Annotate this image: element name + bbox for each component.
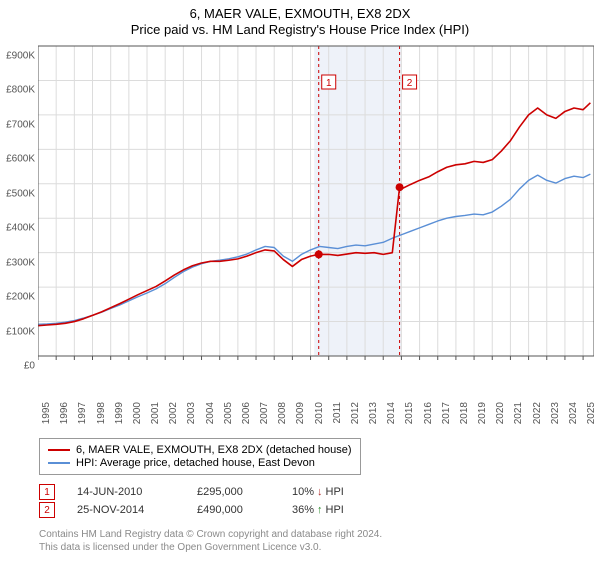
x-tick-label: 1998: [96, 402, 107, 424]
x-tick-label: 2016: [423, 402, 434, 424]
y-tick-label: £400K: [6, 223, 35, 234]
y-tick-label: £500K: [6, 188, 35, 199]
x-tick-label: 2025: [586, 402, 597, 424]
x-tick-label: 2012: [350, 402, 361, 424]
x-tick-label: 2011: [332, 402, 343, 424]
x-tick-label: 2021: [513, 402, 524, 424]
y-tick-label: £0: [24, 361, 35, 372]
x-tick-label: 2004: [205, 402, 216, 424]
y-tick-label: £700K: [6, 119, 35, 130]
legend-box: 6, MAER VALE, EXMOUTH, EX8 2DX (detached…: [39, 438, 361, 475]
chart-subtitle: Price paid vs. HM Land Registry's House …: [0, 22, 600, 37]
sale-row: 1 14-JUN-2010£295,00010% ↓ HPI: [39, 484, 344, 500]
arrow-up-icon: ↑: [317, 504, 323, 516]
svg-text:2: 2: [407, 78, 413, 89]
x-tick-label: 2008: [277, 402, 288, 424]
x-tick-label: 2002: [168, 402, 179, 424]
legend-swatch-property: [48, 449, 70, 451]
x-tick-label: 2019: [477, 402, 488, 424]
x-tick-label: 2003: [186, 402, 197, 424]
x-tick-label: 2024: [568, 402, 579, 424]
sale-diff: 36% ↑ HPI: [292, 504, 344, 516]
y-tick-label: £800K: [6, 85, 35, 96]
footer-line2: This data is licensed under the Open Gov…: [39, 541, 382, 554]
x-tick-label: 2018: [459, 402, 470, 424]
x-tick-label: 2009: [295, 402, 306, 424]
x-tick-label: 2001: [150, 402, 161, 424]
sale-date: 25-NOV-2014: [77, 504, 197, 516]
x-tick-label: 2006: [241, 402, 252, 424]
y-tick-label: £900K: [6, 51, 35, 62]
x-tick-label: 2000: [132, 402, 143, 424]
x-tick-label: 2007: [259, 402, 270, 424]
legend-item-property: 6, MAER VALE, EXMOUTH, EX8 2DX (detached…: [48, 444, 352, 456]
chart-title: 6, MAER VALE, EXMOUTH, EX8 2DX: [0, 6, 600, 21]
x-tick-label: 2023: [550, 402, 561, 424]
x-tick-label: 2010: [314, 402, 325, 424]
x-tick-label: 1999: [114, 402, 125, 424]
legend-item-hpi: HPI: Average price, detached house, East…: [48, 457, 352, 469]
footer-attribution: Contains HM Land Registry data © Crown c…: [39, 528, 382, 554]
sale-table: 1 14-JUN-2010£295,00010% ↓ HPI 2 25-NOV-201…: [39, 482, 344, 520]
y-tick-label: £600K: [6, 154, 35, 165]
x-tick-label: 1996: [59, 402, 70, 424]
x-tick-label: 2013: [368, 402, 379, 424]
sale-price: £295,000: [197, 486, 292, 498]
x-tick-label: 2017: [441, 402, 452, 424]
y-tick-label: £300K: [6, 257, 35, 268]
legend-label-property: 6, MAER VALE, EXMOUTH, EX8 2DX (detached…: [76, 444, 352, 456]
sale-row: 2 25-NOV-2014£490,00036% ↑ HPI: [39, 502, 344, 518]
price-chart: 12: [38, 43, 594, 383]
legend-swatch-hpi: [48, 462, 70, 464]
y-axis-labels: £0£100K£200K£300K£400K£500K£600K£700K£80…: [0, 54, 38, 364]
x-tick-label: 1995: [41, 402, 52, 424]
x-tick-label: 1997: [77, 402, 88, 424]
sale-marker-box: 1: [39, 484, 55, 500]
y-tick-label: £100K: [6, 326, 35, 337]
x-tick-label: 2014: [386, 402, 397, 424]
svg-text:1: 1: [326, 78, 332, 89]
sale-marker-box: 2: [39, 502, 55, 518]
arrow-down-icon: ↓: [317, 486, 323, 498]
x-tick-label: 2020: [495, 402, 506, 424]
footer-line1: Contains HM Land Registry data © Crown c…: [39, 528, 382, 541]
y-tick-label: £200K: [6, 292, 35, 303]
sale-date: 14-JUN-2010: [77, 486, 197, 498]
x-tick-label: 2022: [532, 402, 543, 424]
legend-label-hpi: HPI: Average price, detached house, East…: [76, 457, 315, 469]
sale-price: £490,000: [197, 504, 292, 516]
x-tick-label: 2005: [223, 402, 234, 424]
x-tick-label: 2015: [404, 402, 415, 424]
sale-diff: 10% ↓ HPI: [292, 486, 344, 498]
